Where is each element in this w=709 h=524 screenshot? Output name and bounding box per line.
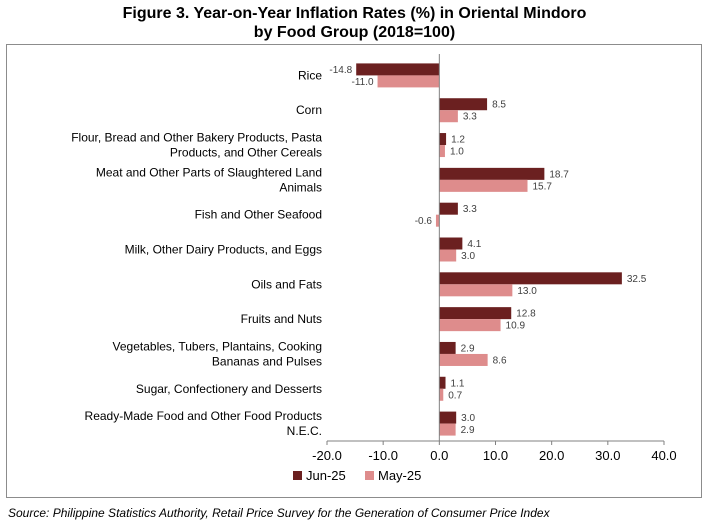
data-label-may-25-2: 1.0: [450, 147, 464, 158]
bar-may-25-4: [435, 214, 440, 227]
data-label-jun-25-2: 1.2: [451, 135, 465, 146]
bar-jun-25-1: [439, 98, 488, 111]
x-tick-label-6: 40.0: [651, 448, 676, 463]
bar-may-25-5: [439, 249, 457, 262]
data-label-may-25-9: 0.7: [448, 390, 462, 401]
category-label-5: Milk, Other Dairy Products, and Eggs: [125, 243, 322, 257]
bar-may-25-6: [439, 284, 513, 297]
data-label-jun-25-7: 12.8: [516, 309, 536, 320]
legend-label-may-25: May-25: [378, 468, 421, 483]
category-label-8-line-2: Bananas and Pulses: [212, 354, 322, 368]
category-label-1: Corn: [296, 103, 322, 117]
bar-jun-25-7: [439, 307, 512, 320]
bar-may-25-7: [439, 319, 501, 332]
bar-may-25-1: [439, 110, 458, 123]
data-label-jun-25-8: 2.9: [461, 343, 475, 354]
bar-chart: -14.8-11.0 Rice 8.5 3.3 Corn 1.21.0 Flour, Bre…: [71, 54, 677, 483]
data-label-may-25-5: 3.0: [461, 251, 475, 262]
data-label-jun-25-6: 32.5: [627, 274, 647, 285]
data-label-may-25-1: 3.3: [463, 112, 477, 123]
category-label-9: Sugar, Confectionery and Desserts: [136, 382, 322, 396]
category-label-7: Fruits and Nuts: [241, 312, 322, 326]
chart-frame: -14.8 -11.0 Rice 8.5 3.3 Corn 1.2 1.0 Flour, Bre…: [6, 44, 702, 498]
data-label-may-25-10: 2.9: [461, 425, 475, 436]
bar-jun-25-10: [439, 411, 457, 424]
source-note: Source: Philippine Statistics Authority,…: [8, 506, 550, 520]
category-label-3-line-2: Animals: [279, 180, 322, 194]
category-label-8-line-1: Vegetables, Tubers, Plantains, Cooking: [113, 339, 322, 353]
category-label-10-line-2: N.E.C.: [287, 424, 322, 438]
data-label-jun-25-0: -14.8: [329, 65, 352, 76]
bar-may-25-3: [439, 179, 528, 192]
x-tick-label-5: 30.0: [595, 448, 620, 463]
bar-may-25-10: [439, 423, 456, 436]
bar-may-25-0: [377, 75, 440, 88]
category-label-2-line-1: Flour, Bread and Other Bakery Products, …: [71, 131, 322, 145]
bar-jun-25-3: [439, 167, 545, 180]
data-label-jun-25-3: 18.7: [549, 169, 569, 180]
data-label-may-25-4: -0.6: [415, 216, 433, 227]
chart-title-line-2: by Food Group (2018=100): [253, 24, 456, 41]
category-label-2-line-2: Products, and Other Cereals: [170, 146, 322, 160]
category-label-0: Rice: [298, 68, 322, 82]
bar-may-25-2: [439, 145, 445, 158]
category-label-10-line-1: Ready-Made Food and Other Food Products: [85, 409, 322, 423]
data-label-may-25-3: 15.7: [533, 181, 553, 192]
x-tick-label-4: 20.0: [539, 448, 564, 463]
x-tick-label-2: 0.0: [430, 448, 448, 463]
x-tick-label-3: 10.0: [483, 448, 508, 463]
data-label-jun-25-9: 1.1: [451, 378, 465, 389]
data-label-jun-25-4: 3.3: [463, 204, 477, 215]
bar-jun-25-4: [439, 202, 458, 215]
x-tick-label-1: -10.0: [368, 448, 398, 463]
bar-may-25-8: [439, 353, 488, 366]
chart-title: Figure 3. Year-on-Year Inflation Rates (…: [0, 4, 709, 42]
data-label-jun-25-1: 8.5: [492, 100, 506, 111]
data-label-may-25-7: 10.9: [506, 321, 526, 332]
chart-title-line-1: Figure 3. Year-on-Year Inflation Rates (…: [122, 5, 587, 22]
x-tick-label-0: -20.0: [312, 448, 342, 463]
bar-jun-25-9: [439, 376, 446, 389]
bar-may-25-9: [439, 388, 444, 401]
bar-jun-25-6: [439, 272, 622, 285]
data-label-jun-25-10: 3.0: [461, 413, 475, 424]
data-label-may-25-6: 13.0: [517, 286, 537, 297]
data-label-jun-25-5: 4.1: [467, 239, 481, 250]
data-label-may-25-8: 8.6: [493, 355, 507, 366]
legend-label-jun-25: Jun-25: [306, 468, 346, 483]
legend-swatch-may-25: [365, 471, 374, 480]
category-label-3-line-1: Meat and Other Parts of Slaughtered Land: [96, 165, 322, 179]
bar-jun-25-2: [439, 133, 447, 146]
bar-jun-25-0: [356, 63, 440, 76]
data-label-may-25-0: -11.0: [351, 77, 373, 88]
legend-swatch-jun-25: [293, 471, 302, 480]
category-label-6: Oils and Fats: [251, 277, 322, 291]
bar-jun-25-5: [439, 237, 463, 250]
category-label-4: Fish and Other Seafood: [195, 208, 322, 222]
bar-jun-25-8: [439, 341, 456, 354]
